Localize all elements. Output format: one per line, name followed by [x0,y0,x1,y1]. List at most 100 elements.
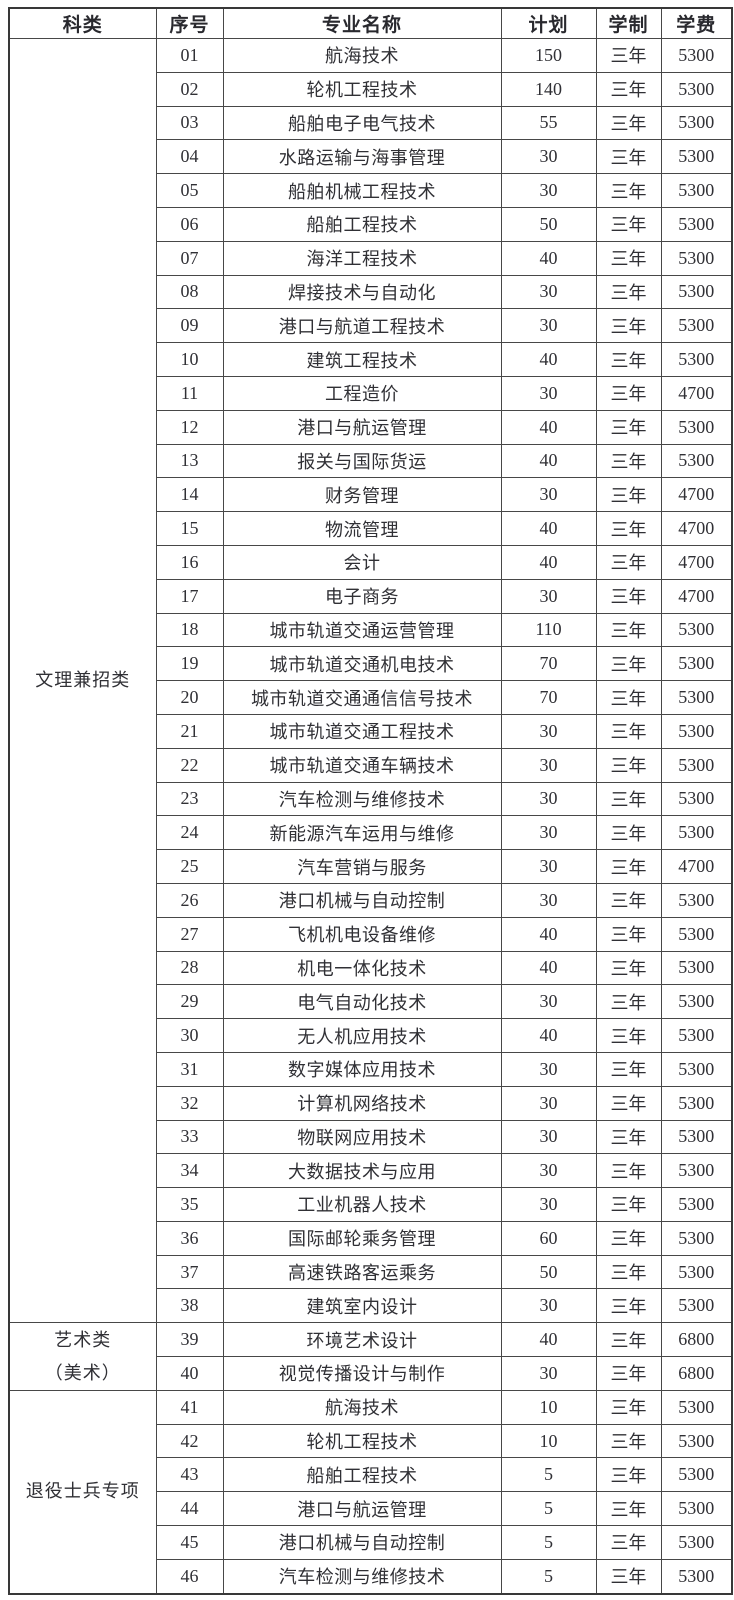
row-tuition: 5300 [660,1187,733,1222]
table-row: 25 汽车营销与服务 30 三年 4700 [9,849,733,884]
row-major-name: 城市轨道交通机电技术 [222,646,502,682]
row-tuition: 5300 [660,1288,733,1324]
table-row: 35 工业机器人技术 30 三年 5300 [9,1187,733,1222]
row-duration: 三年 [595,1491,662,1527]
row-number: 14 [155,477,224,513]
row-tuition: 5300 [660,713,733,749]
table-row: 36 国际邮轮乘务管理 60 三年 5300 [9,1220,733,1256]
row-duration: 三年 [595,815,662,851]
row-major-name: 电气自动化技术 [222,984,502,1020]
table-row: 17 电子商务 30 三年 4700 [9,578,733,614]
row-number: 22 [155,747,224,783]
row-plan: 30 [500,308,597,344]
table-row: 05 船舶机械工程技术 30 三年 5300 [9,173,733,208]
row-major-name: 船舶工程技术 [222,1457,502,1493]
row-duration: 三年 [595,781,662,817]
row-tuition: 5300 [660,1423,733,1459]
row-plan: 30 [500,984,597,1020]
row-plan: 30 [500,815,597,851]
table-row: 45 港口机械与自动控制 5 三年 5300 [9,1525,733,1560]
row-number: 02 [155,71,224,107]
row-plan: 5 [500,1558,597,1595]
row-tuition: 5300 [660,1525,733,1560]
row-plan: 60 [500,1220,597,1256]
row-duration: 三年 [595,206,662,242]
row-number: 10 [155,342,224,377]
row-major-name: 轮机工程技术 [222,71,502,107]
row-duration: 三年 [595,443,662,479]
row-plan: 110 [500,612,597,648]
row-plan: 40 [500,1322,597,1358]
row-duration: 三年 [595,1525,662,1560]
row-plan: 30 [500,477,597,513]
row-major-name: 焊接技术与自动化 [222,274,502,310]
row-duration: 三年 [595,173,662,208]
row-number: 24 [155,815,224,851]
row-tuition: 4700 [660,544,733,580]
row-duration: 三年 [595,578,662,614]
row-plan: 30 [500,173,597,208]
row-number: 17 [155,578,224,614]
table-row: 40 视觉传播设计与制作 30 三年 6800 [9,1356,733,1391]
row-plan: 5 [500,1525,597,1560]
row-plan: 55 [500,105,597,141]
table-row: 31 数字媒体应用技术 30 三年 5300 [9,1051,733,1087]
row-major-name: 航海技术 [222,38,502,73]
row-number: 36 [155,1220,224,1256]
row-duration: 三年 [595,409,662,445]
table-row: 28 机电一体化技术 40 三年 5300 [9,950,733,986]
row-plan: 40 [500,950,597,986]
row-tuition: 5300 [660,206,733,242]
row-major-name: 物流管理 [222,511,502,546]
table-row: 24 新能源汽车运用与维修 30 三年 5300 [9,815,733,851]
row-duration: 三年 [595,1423,662,1459]
row-number: 03 [155,105,224,141]
row-plan: 30 [500,781,597,817]
row-number: 07 [155,240,224,276]
row-duration: 三年 [595,1051,662,1087]
row-major-name: 视觉传播设计与制作 [222,1356,502,1391]
row-number: 13 [155,443,224,479]
row-tuition: 5300 [660,1119,733,1155]
row-tuition: 5300 [660,38,733,73]
header-duration: 学制 [595,7,662,39]
row-major-name: 汽车营销与服务 [222,849,502,884]
table-row: 12 港口与航运管理 40 三年 5300 [9,409,733,445]
row-tuition: 5300 [660,139,733,175]
row-tuition: 5300 [660,240,733,276]
row-tuition: 5300 [660,1153,733,1189]
row-number: 27 [155,916,224,952]
row-tuition: 5300 [660,1018,733,1053]
row-major-name: 海洋工程技术 [222,240,502,276]
row-plan: 5 [500,1491,597,1527]
row-duration: 三年 [595,680,662,715]
table-header: 科类 序号 专业名称 计划 学制 学费 [8,7,733,39]
category-label: 退役士兵专项 [25,1481,140,1502]
row-number: 19 [155,646,224,682]
row-tuition: 5300 [660,1457,733,1493]
table-row: 34 大数据技术与应用 30 三年 5300 [9,1153,733,1189]
row-tuition: 5300 [660,781,733,817]
row-plan: 30 [500,1085,597,1121]
row-duration: 三年 [595,240,662,276]
row-tuition: 6800 [660,1356,733,1391]
row-plan: 70 [500,646,597,682]
table-row: 11 工程造价 30 三年 4700 [9,375,733,411]
table-row: 艺术类 （美术） 39 环境艺术设计 40 三年 6800 [8,1322,733,1391]
row-tuition: 5300 [660,1085,733,1121]
row-tuition: 5300 [660,950,733,986]
row-number: 41 [155,1389,224,1425]
row-duration: 三年 [595,1018,662,1053]
row-duration: 三年 [595,1322,662,1358]
row-tuition: 5300 [660,815,733,851]
table-row: 20 城市轨道交通通信信号技术 70 三年 5300 [9,680,733,715]
row-plan: 70 [500,680,597,715]
row-duration: 三年 [595,1220,662,1256]
row-major-name: 报关与国际货运 [222,443,502,479]
row-duration: 三年 [595,1457,662,1493]
row-number: 34 [155,1153,224,1189]
row-number: 26 [155,882,224,918]
row-duration: 三年 [595,1389,662,1425]
row-duration: 三年 [595,1558,662,1595]
table-row: 46 汽车检测与维修技术 5 三年 5300 [9,1558,733,1595]
